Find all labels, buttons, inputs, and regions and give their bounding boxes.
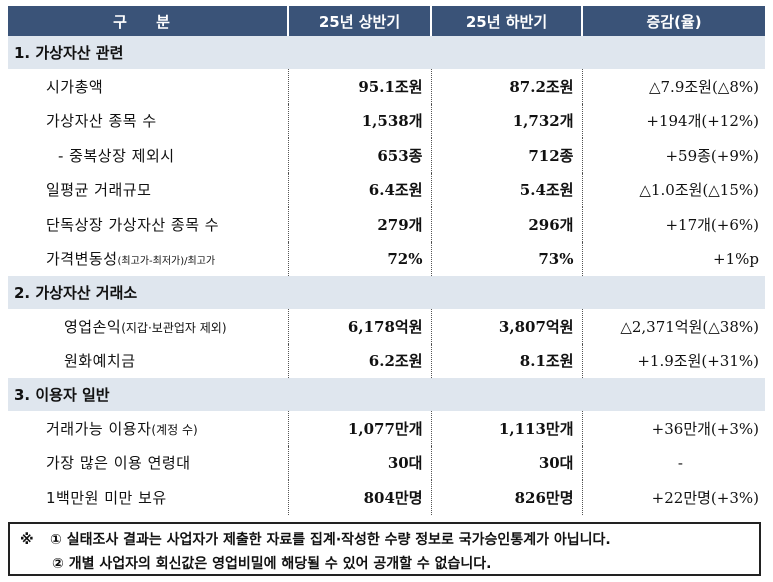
reference-mark: ※ [20,532,34,548]
section-row: 2. 가상자산 거래소 [8,276,765,309]
first-half-value: 6.4조원 [287,172,431,207]
second-half-value: 30대 [430,445,582,480]
change-value: +194개(+12%) [581,103,765,138]
change-value: +22만명(+3%) [581,480,765,515]
footnote-text-1: ① 실태조사 결과는 사업자가 제출한 자료를 집계·작성한 수량 정보로 국가… [50,532,611,548]
row-label-cell: 거래가능 이용자(계정 수) [8,411,288,446]
first-half-value: 1,538개 [287,103,431,138]
row-label: 일평균 거래규모 [46,181,152,200]
second-half-value: 1,113만개 [430,411,582,446]
row-label-note: (지갑·보관업자 제외) [121,320,227,335]
table-row: - 중복상장 제외시 653종 712종 +59종(+9%) [8,138,765,173]
second-half-value: 3,807억원 [430,309,582,344]
first-half-value: 6.2조원 [287,343,431,378]
second-half-value: 826만명 [430,480,582,515]
section-row: 3. 이용자 일반 [8,378,765,411]
change-value: △1.0조원(△15%) [581,172,765,207]
row-label: 단독상장 가상자산 종목 수 [46,215,220,234]
row-label: 가격변동성 [46,250,118,269]
row-label-cell: 영업손익(지갑·보관업자 제외) [8,309,288,344]
table-row: 단독상장 가상자산 종목 수 279개 296개 +17개(+6%) [8,207,765,242]
change-value: +59종(+9%) [581,138,765,173]
change-value: +36만개(+3%) [581,411,765,446]
row-label: 시가총액 [46,77,104,96]
change-value: +1%p [581,241,765,276]
second-half-value: 5.4조원 [430,172,582,207]
row-label: - 중복상장 제외시 [58,146,175,165]
footnote-text-2: ② 개별 사업자의 회신값은 영업비밀에 해당될 수 있어 공개할 수 없습니다… [52,556,492,572]
table-row: 시가총액 95.1조원 87.2조원 △7.9조원(△8%) [8,69,765,104]
first-half-value: 279개 [287,207,431,242]
row-label: 영업손익 [64,317,122,336]
change-value: △7.9조원(△8%) [581,69,765,104]
second-half-value: 296개 [430,207,582,242]
row-label: 거래가능 이용자 [46,419,152,438]
section-title: 3. 이용자 일반 [8,378,765,411]
second-half-value: 712종 [430,138,582,173]
row-label: 1백만원 미만 보유 [46,488,167,507]
change-value: +17개(+6%) [581,207,765,242]
first-half-value: 30대 [287,445,431,480]
first-half-value: 653종 [287,138,431,173]
table-row: 가장 많은 이용 연령대 30대 30대 - [8,445,765,480]
row-label: 가상자산 종목 수 [46,112,157,131]
section-title: 1. 가상자산 관련 [8,36,765,69]
table-row: 일평균 거래규모 6.4조원 5.4조원 △1.0조원(△15%) [8,172,765,207]
first-half-value: 1,077만개 [287,411,431,446]
first-half-value: 804만명 [287,480,431,515]
table-row: 거래가능 이용자(계정 수) 1,077만개 1,113만개 +36만개(+3%… [8,411,765,446]
second-half-value: 1,732개 [430,103,582,138]
table-row: 가격변동성(최고가-최저가)/최고가 72% 73% +1%p [8,241,765,277]
second-half-value: 73% [430,241,582,276]
change-value: △2,371억원(△38%) [581,309,765,344]
row-label-note: (계정 수) [151,422,198,437]
table-row: 가상자산 종목 수 1,538개 1,732개 +194개(+12%) [8,103,765,138]
section-title: 2. 가상자산 거래소 [8,276,765,309]
footnote-line-2: ② 개별 사업자의 회신값은 영업비밀에 해당될 수 있어 공개할 수 없습니다… [52,553,491,573]
row-label-cell: 가격변동성(최고가-최저가)/최고가 [8,242,288,277]
header-category: 구 분 [8,6,289,36]
header-second-half: 25년 하반기 [430,6,583,36]
first-half-value: 72% [287,241,431,276]
summary-table-wrapper: 구 분 25년 상반기 25년 하반기 증감(율) 1. 가상자산 관련 시가총… [8,6,765,515]
table-row: 영업손익(지갑·보관업자 제외) 6,178억원 3,807억원 △2,371억… [8,309,765,344]
header-first-half: 25년 상반기 [287,6,432,36]
table-row: 원화예치금 6.2조원 8.1조원 +1.9조원(+31%) [8,343,765,378]
row-label: 가장 많은 이용 연령대 [46,454,191,473]
summary-table: 구 분 25년 상반기 25년 하반기 증감(율) 1. 가상자산 관련 시가총… [8,6,765,515]
section-row: 1. 가상자산 관련 [8,36,765,69]
second-half-value: 87.2조원 [430,69,582,104]
table-row: 1백만원 미만 보유 804만명 826만명 +22만명(+3%) [8,480,765,515]
footnote-box: ※ ① 실태조사 결과는 사업자가 제출한 자료를 집계·작성한 수량 정보로 국… [8,522,761,576]
change-value: +1.9조원(+31%) [581,343,765,378]
footnote-line-1: ※ ① 실태조사 결과는 사업자가 제출한 자료를 집계·작성한 수량 정보로 국… [20,529,611,549]
header-change: 증감(율) [581,6,765,36]
row-label: 원화예치금 [64,352,136,371]
first-half-value: 95.1조원 [287,69,431,104]
row-label-note: (최고가-최저가)/최고가 [117,256,216,268]
change-value: - [581,445,765,480]
second-half-value: 8.1조원 [430,343,582,378]
table-header-row: 구 분 25년 상반기 25년 하반기 증감(율) [8,6,765,36]
first-half-value: 6,178억원 [287,309,431,344]
